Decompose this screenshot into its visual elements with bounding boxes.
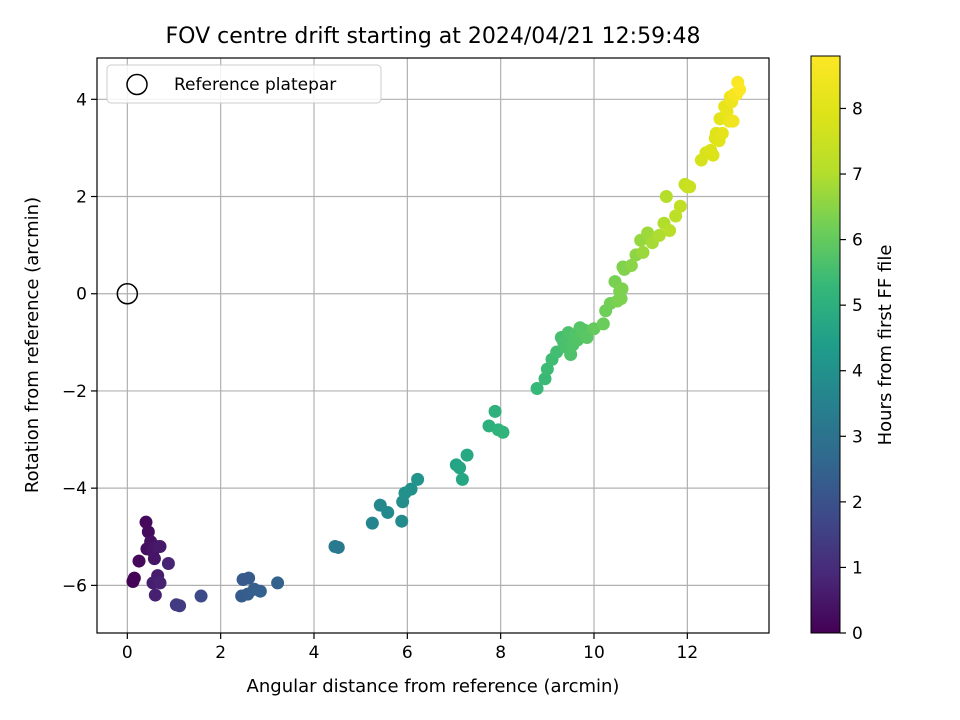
y-tick-label: 2 <box>76 188 87 208</box>
data-point <box>615 282 629 296</box>
data-point <box>455 472 469 486</box>
data-point <box>564 347 578 361</box>
data-point <box>614 292 628 306</box>
y-axis-label: Rotation from reference (arcmin) <box>22 197 43 493</box>
data-point <box>460 448 474 462</box>
x-tick-label: 4 <box>309 643 320 663</box>
data-point <box>395 514 409 528</box>
data-point <box>488 404 502 418</box>
data-point <box>331 540 345 554</box>
data-point <box>139 515 153 529</box>
x-tick-label: 10 <box>583 643 605 663</box>
data-point <box>496 425 510 439</box>
data-point <box>153 576 167 590</box>
chart-title: FOV centre drift starting at 2024/04/21 … <box>166 24 701 49</box>
data-point <box>715 126 729 140</box>
x-axis-label: Angular distance from reference (arcmin) <box>247 676 620 697</box>
y-tick-label: −6 <box>62 576 87 596</box>
colorbar-tick-label: 8 <box>852 99 863 119</box>
data-point <box>720 104 734 118</box>
data-point <box>669 209 683 223</box>
colorbar-tick-label: 5 <box>852 296 863 316</box>
plot-frame <box>96 57 770 634</box>
data-point <box>580 330 594 344</box>
colorbar-label: Hours from first FF file <box>875 245 896 446</box>
colorbar-tick-label: 1 <box>852 558 863 578</box>
legend: Reference platepar <box>106 64 382 104</box>
colorbar-tick-label: 2 <box>852 493 863 513</box>
data-point <box>453 461 467 475</box>
colorbar-tick-label: 0 <box>852 624 863 644</box>
y-ticks: −6 −4 −2 0 2 4 <box>62 90 97 596</box>
data-point <box>540 362 554 376</box>
data-point <box>194 589 208 603</box>
reference-marker <box>116 282 139 305</box>
x-tick-label: 2 <box>215 643 226 663</box>
reference-point <box>116 282 139 305</box>
colorbar-tick-label: 7 <box>852 165 863 185</box>
x-tick-label: 0 <box>122 643 133 663</box>
data-point <box>141 525 155 539</box>
data-point <box>726 114 740 128</box>
colorbar-tick-label: 6 <box>852 231 863 251</box>
y-tick-label: −2 <box>62 382 87 402</box>
y-tick-label: 4 <box>76 90 87 110</box>
legend-marker <box>126 73 148 96</box>
data-point <box>381 505 395 519</box>
data-point <box>706 148 720 162</box>
data-point <box>641 226 655 240</box>
data-point <box>624 259 638 273</box>
data-point <box>663 224 677 238</box>
x-tick-label: 12 <box>677 643 699 663</box>
data-point <box>127 571 141 585</box>
y-tick-label: −4 <box>62 479 87 499</box>
colorbar-ticks: 0 1 2 3 4 5 6 7 8 <box>840 99 863 644</box>
colorbar <box>810 55 841 634</box>
data-point <box>153 539 167 553</box>
data-point <box>271 576 285 590</box>
data-point <box>132 554 146 568</box>
data-points <box>126 75 747 613</box>
x-tick-label: 8 <box>495 643 506 663</box>
legend-entry: Reference platepar <box>174 75 336 95</box>
colorbar-tick-label: 4 <box>852 362 863 382</box>
data-point <box>253 584 267 598</box>
data-point <box>404 482 418 496</box>
data-point <box>596 317 610 331</box>
data-point <box>411 472 425 486</box>
grid <box>97 58 769 633</box>
data-point <box>530 382 544 396</box>
data-point <box>365 516 379 530</box>
legend-box <box>106 64 382 104</box>
data-point <box>148 588 162 602</box>
data-point <box>161 556 175 570</box>
x-ticks: 0 2 4 6 8 10 12 <box>122 633 698 663</box>
data-point <box>147 552 161 566</box>
data-point <box>673 199 687 213</box>
x-tick-label: 6 <box>402 643 413 663</box>
data-point <box>538 372 552 386</box>
data-point <box>173 599 187 613</box>
data-point <box>683 180 697 194</box>
data-point <box>636 245 650 259</box>
colorbar-tick-label: 3 <box>852 427 863 447</box>
data-point <box>242 571 256 585</box>
data-point <box>733 83 747 97</box>
data-point <box>652 228 666 242</box>
data-point <box>659 190 673 204</box>
y-tick-label: 0 <box>76 285 87 305</box>
